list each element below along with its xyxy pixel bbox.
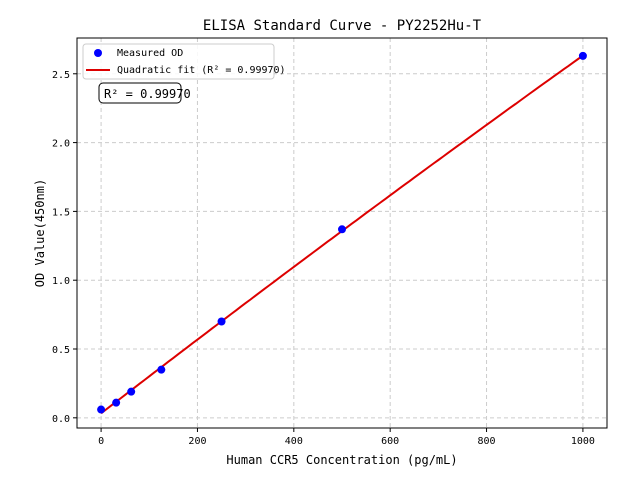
x-axis-label: Human CCR5 Concentration (pg/mL): [226, 453, 457, 467]
data-point: [157, 365, 166, 374]
axes-frame: [76, 37, 608, 429]
fit-line: [100, 54, 584, 415]
y-tick-label: 0.0: [52, 414, 70, 425]
legend-box: [82, 43, 275, 80]
x-tick-label: 0: [98, 436, 104, 447]
legend-label-fit: Quadratic fit (R² = 0.99970): [117, 65, 286, 76]
x-tick-label: 800: [478, 436, 496, 447]
x-tick-label: 600: [381, 436, 399, 447]
y-tick-label: 1.0: [52, 276, 70, 287]
y-tick-label: 0.5: [52, 345, 70, 356]
data-point: [127, 387, 136, 396]
points-group: [97, 51, 587, 414]
data-point: [578, 51, 587, 60]
y-tick-label: 1.5: [52, 207, 70, 218]
x-tick-label: 1000: [571, 436, 595, 447]
data-point: [97, 405, 106, 414]
y-axis-label: OD Value(450nm): [33, 179, 47, 287]
legend-marker-measured: [94, 49, 102, 57]
y-tick-label: 2.0: [52, 139, 70, 150]
y-tick-label: 2.5: [52, 70, 70, 81]
legend-label-measured: Measured OD: [117, 48, 183, 59]
r2-text: R² = 0.99970: [104, 87, 191, 101]
x-tick-label: 200: [188, 436, 206, 447]
ticks: 0 200 400 600 800 1000 0.0 0.5 1.0 1.5 2.0 2.5: [52, 70, 595, 447]
data-point: [338, 225, 346, 234]
fit-line-group: [100, 54, 584, 415]
x-tick-label: 400: [285, 436, 303, 447]
legend: Measured OD Quadratic fit (R² = 0.99970): [82, 43, 286, 80]
chart-title: ELISA Standard Curve - PY2252Hu-T: [203, 18, 482, 34]
r2-box: [98, 82, 182, 104]
r2-annotation: R² = 0.99970: [98, 82, 191, 104]
grid: [77, 38, 607, 428]
data-point: [112, 398, 121, 407]
data-point: [217, 317, 226, 326]
